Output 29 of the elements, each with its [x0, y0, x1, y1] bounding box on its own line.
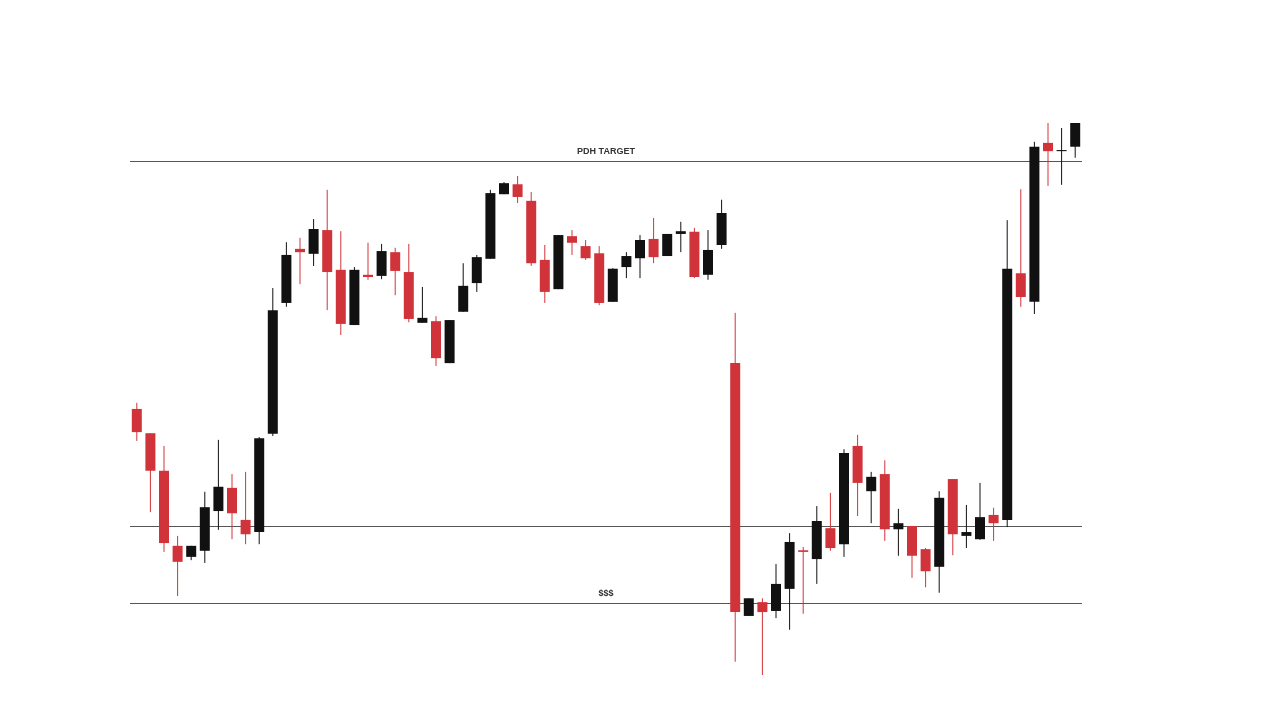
candlestick: [1015, 188, 1026, 308]
candlestick: [648, 217, 659, 264]
candlestick: [975, 482, 985, 541]
candlestick: [512, 175, 523, 204]
candlestick: [390, 247, 401, 296]
candlestick: [567, 229, 577, 256]
candlestick: [798, 546, 809, 615]
candlestick: [295, 237, 305, 285]
candlestick: [1070, 122, 1081, 159]
ref-line-label: $$$: [598, 587, 614, 598]
candlestick: [866, 471, 877, 524]
candlestick: [635, 234, 645, 279]
candlestick: [240, 471, 251, 545]
candlestick: [675, 221, 686, 253]
candlestick: [757, 597, 768, 676]
candlestick: [825, 492, 836, 552]
candlestick: [1043, 122, 1053, 187]
candlestick: [172, 535, 183, 597]
ref-line-label: PDH TARGET: [577, 146, 636, 157]
candlestick: [988, 507, 999, 542]
candlestick: [363, 242, 373, 281]
candlestick: [621, 251, 632, 279]
candlestick: [580, 239, 591, 261]
candlestick: [131, 402, 142, 442]
candlestick: [961, 504, 972, 549]
candlestick: [893, 508, 904, 557]
candlestick: [920, 547, 931, 588]
candlestick: [1056, 127, 1067, 186]
candlestick: [417, 286, 428, 324]
